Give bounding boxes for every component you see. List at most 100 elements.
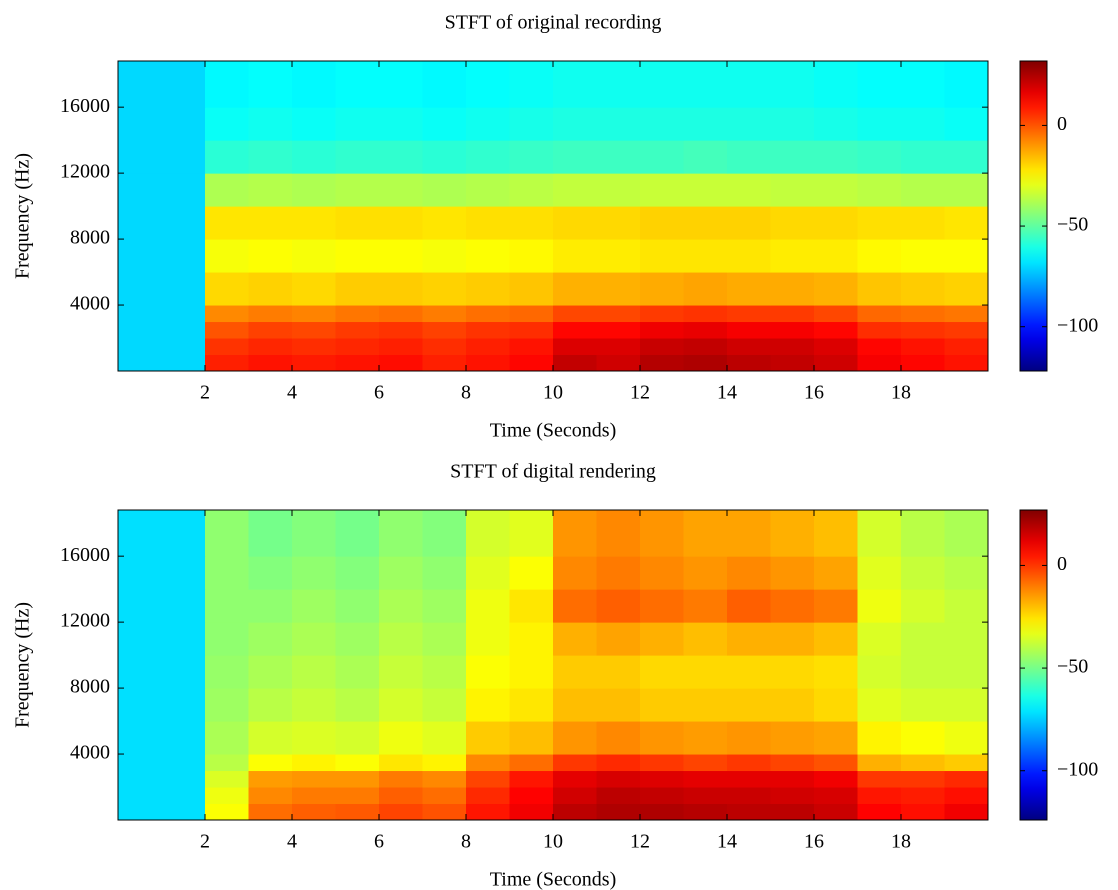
spectrogram-cell xyxy=(422,140,467,174)
spectrogram-cell xyxy=(422,338,467,356)
spectrogram-cell xyxy=(640,754,684,772)
spectrogram-cell xyxy=(596,305,641,323)
spectrogram-cell xyxy=(640,589,684,623)
spectrogram-cell xyxy=(944,239,989,273)
spectrogram-cell xyxy=(118,787,162,805)
spectrogram-cell xyxy=(553,622,597,656)
spectrogram-cell xyxy=(292,622,336,656)
spectrogram-cell xyxy=(814,305,858,323)
spectrogram-cell xyxy=(509,688,554,722)
spectrogram-cell xyxy=(335,510,380,557)
spectrogram-cell xyxy=(205,770,249,788)
spectrogram-cell xyxy=(814,688,858,722)
spectrogram-cell xyxy=(292,140,336,174)
spectrogram-cell xyxy=(292,721,336,755)
spectrogram-cell xyxy=(161,354,206,372)
spectrogram-cell xyxy=(335,354,380,372)
spectrogram-cell xyxy=(857,173,902,207)
spectrogram-cell xyxy=(335,305,380,323)
spectrogram-cell xyxy=(161,239,206,273)
spectrogram-cell xyxy=(335,688,380,722)
spectrogram-cell xyxy=(770,107,815,141)
spectrogram-cell xyxy=(944,305,989,323)
spectrogram-cell xyxy=(683,61,728,108)
spectrogram-cell xyxy=(205,140,249,174)
spectrogram-cell xyxy=(553,338,597,356)
spectrogram-cell xyxy=(248,510,293,557)
spectrogram-cell xyxy=(553,803,597,821)
spectrogram-cell xyxy=(640,321,684,339)
spectrogram-cell xyxy=(683,770,728,788)
spectrogram-cell xyxy=(727,206,771,240)
spectrogram-cell xyxy=(901,140,945,174)
spectrogram-cell xyxy=(248,239,293,273)
spectrogram-cell xyxy=(553,510,597,557)
spectrogram-cell xyxy=(814,321,858,339)
spectrogram-cell xyxy=(509,721,554,755)
colorbar-tick-label: −100 xyxy=(1057,758,1098,780)
x-tick-label: 10 xyxy=(543,831,563,853)
spectrogram-cell xyxy=(901,338,945,356)
spectrogram-cell xyxy=(292,754,336,772)
spectrogram-cell xyxy=(118,107,162,141)
spectrogram-cell xyxy=(118,305,162,323)
spectrogram-cell xyxy=(944,272,989,306)
spectrogram-cell xyxy=(553,787,597,805)
spectrogram-cell xyxy=(466,107,510,141)
spectrogram-cell xyxy=(727,803,771,821)
spectrogram-cell xyxy=(205,305,249,323)
spectrogram-cell xyxy=(814,107,858,141)
spectrogram-cell xyxy=(335,787,380,805)
spectrogram-cell xyxy=(727,510,771,557)
spectrogram-cell xyxy=(292,655,336,689)
spectrogram-cell xyxy=(857,754,902,772)
spectrogram-cell xyxy=(814,754,858,772)
spectrogram-cell xyxy=(857,140,902,174)
spectrogram-cell xyxy=(466,173,510,207)
spectrogram-cell xyxy=(814,770,858,788)
spectrogram-cell xyxy=(422,754,467,772)
spectrogram-cell xyxy=(248,803,293,821)
spectrogram-cell xyxy=(335,107,380,141)
spectrogram-cell xyxy=(727,622,771,656)
spectrogram-cell xyxy=(640,61,684,108)
y-tick-label: 12000 xyxy=(60,610,110,632)
spectrogram-cell xyxy=(596,754,641,772)
spectrogram-cell xyxy=(770,140,815,174)
spectrogram-cell xyxy=(727,239,771,273)
spectrogram-cell xyxy=(466,321,510,339)
spectrogram-cell xyxy=(292,61,336,108)
spectrogram-cell xyxy=(770,589,815,623)
spectrogram-cell xyxy=(466,803,510,821)
colorbar-tick-label: −50 xyxy=(1057,656,1088,678)
spectrogram-cell xyxy=(379,589,423,623)
spectrogram-cell xyxy=(466,272,510,306)
spectrogram-cell xyxy=(814,338,858,356)
spectrogram-cell xyxy=(248,721,293,755)
spectrogram-cell xyxy=(466,622,510,656)
spectrogram-cell xyxy=(814,272,858,306)
spectrogram-cell xyxy=(596,556,641,590)
spectrogram-cell xyxy=(901,239,945,273)
spectrogram-cell xyxy=(466,354,510,372)
spectrogram-cell xyxy=(901,354,945,372)
spectrogram-cell xyxy=(161,589,206,623)
colorbar-tick-label: −100 xyxy=(1057,314,1098,336)
spectrogram-cell xyxy=(857,61,902,108)
spectrogram-cell xyxy=(292,173,336,207)
spectrogram-cell xyxy=(901,272,945,306)
spectrogram-cell xyxy=(422,787,467,805)
spectrogram-cell xyxy=(161,622,206,656)
spectrogram-cell xyxy=(248,338,293,356)
spectrogram-cell xyxy=(379,173,423,207)
chart-title: STFT of original recording xyxy=(445,12,662,34)
spectrogram-cell xyxy=(379,803,423,821)
spectrogram-cell xyxy=(901,589,945,623)
spectrogram-cell xyxy=(466,556,510,590)
colorbar-tick-label: 0 xyxy=(1057,113,1067,135)
spectrogram-cell xyxy=(509,272,554,306)
spectrogram-cell xyxy=(857,655,902,689)
x-tick-label: 4 xyxy=(287,831,297,853)
spectrogram-cell xyxy=(944,721,989,755)
